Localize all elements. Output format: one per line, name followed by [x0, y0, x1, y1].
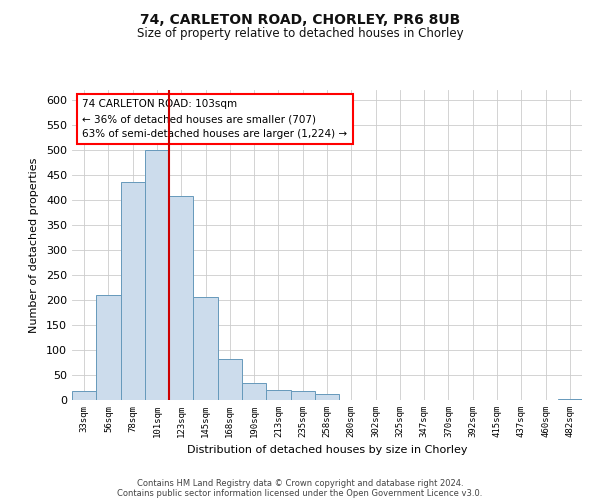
- Bar: [266, 390, 290, 400]
- Y-axis label: Number of detached properties: Number of detached properties: [29, 158, 39, 332]
- Bar: [96, 295, 121, 400]
- Bar: [193, 296, 218, 400]
- Text: Size of property relative to detached houses in Chorley: Size of property relative to detached ho…: [137, 28, 463, 40]
- Bar: [315, 394, 339, 400]
- Bar: [145, 150, 169, 400]
- Bar: [290, 391, 315, 400]
- Bar: [169, 196, 193, 400]
- Text: Contains public sector information licensed under the Open Government Licence v3: Contains public sector information licen…: [118, 488, 482, 498]
- Bar: [121, 182, 145, 400]
- Bar: [242, 382, 266, 400]
- Bar: [558, 398, 582, 400]
- X-axis label: Distribution of detached houses by size in Chorley: Distribution of detached houses by size …: [187, 446, 467, 456]
- Text: Contains HM Land Registry data © Crown copyright and database right 2024.: Contains HM Land Registry data © Crown c…: [137, 478, 463, 488]
- Bar: [72, 391, 96, 400]
- Text: 74 CARLETON ROAD: 103sqm
← 36% of detached houses are smaller (707)
63% of semi-: 74 CARLETON ROAD: 103sqm ← 36% of detach…: [82, 100, 347, 139]
- Text: 74, CARLETON ROAD, CHORLEY, PR6 8UB: 74, CARLETON ROAD, CHORLEY, PR6 8UB: [140, 12, 460, 26]
- Bar: [218, 358, 242, 400]
